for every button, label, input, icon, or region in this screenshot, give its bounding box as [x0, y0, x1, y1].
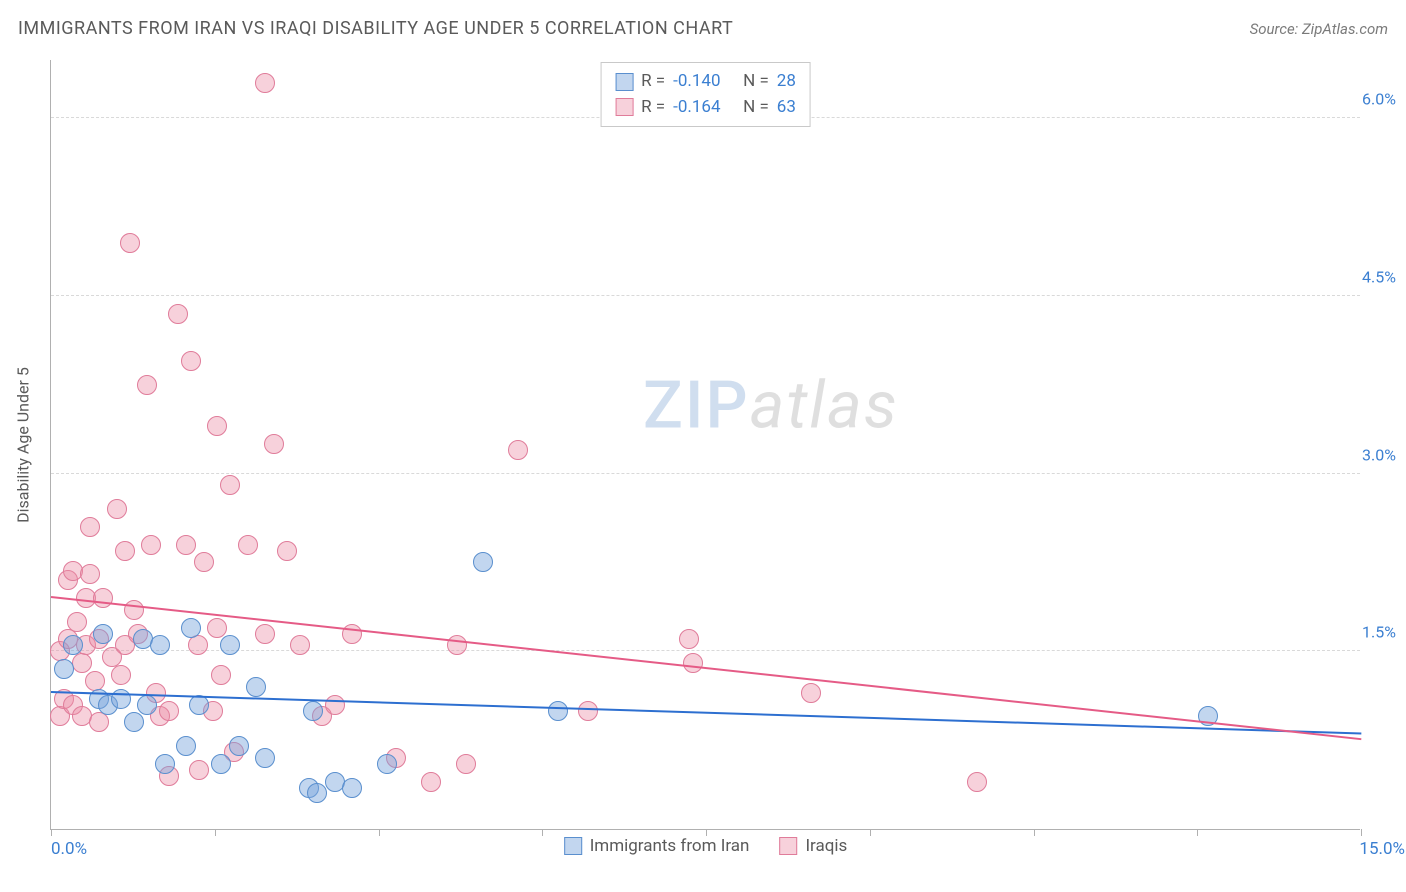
- data-point: [238, 535, 258, 555]
- data-point: [325, 695, 345, 715]
- data-point: [473, 552, 493, 572]
- data-point: [307, 783, 327, 803]
- data-point: [229, 736, 249, 756]
- trend-line: [51, 691, 1361, 734]
- legend-swatch: [615, 73, 633, 91]
- data-point: [342, 624, 362, 644]
- x-tick: [215, 829, 216, 836]
- data-point: [124, 600, 144, 620]
- data-point: [548, 701, 568, 721]
- data-point: [150, 635, 170, 655]
- series-legend: Immigrants from Iran Iraqis: [564, 834, 848, 860]
- legend-swatch: [779, 837, 797, 855]
- gridline: [51, 650, 1360, 651]
- x-tick: [51, 829, 52, 836]
- data-point: [137, 695, 157, 715]
- data-point: [342, 778, 362, 798]
- gridline: [51, 295, 1360, 296]
- data-point: [176, 736, 196, 756]
- data-point: [111, 689, 131, 709]
- x-axis-max-label: 15.0%: [1359, 839, 1405, 859]
- data-point: [211, 665, 231, 685]
- data-point: [89, 712, 109, 732]
- data-point: [220, 635, 240, 655]
- legend-row: R =-0.164N =63: [615, 95, 796, 121]
- scatter-plot: Disability Age Under 5 ZIPatlas R =-0.14…: [50, 60, 1360, 830]
- x-axis-min-label: 0.0%: [51, 839, 87, 859]
- data-point: [168, 304, 188, 324]
- y-tick-label: 1.5%: [1362, 623, 1406, 642]
- data-point: [246, 677, 266, 697]
- data-point: [211, 754, 231, 774]
- data-point: [54, 659, 74, 679]
- data-point: [679, 629, 699, 649]
- data-point: [115, 541, 135, 561]
- data-point: [508, 440, 528, 460]
- data-point: [456, 754, 476, 774]
- x-tick: [1197, 829, 1198, 836]
- data-point: [264, 434, 284, 454]
- data-point: [255, 624, 275, 644]
- data-point: [72, 653, 92, 673]
- legend-item: Iraqis: [779, 834, 847, 860]
- legend-swatch: [615, 98, 633, 116]
- data-point: [290, 635, 310, 655]
- data-point: [801, 683, 821, 703]
- data-point: [578, 701, 598, 721]
- source-credit: Source: ZipAtlas.com: [1250, 20, 1388, 38]
- data-point: [67, 612, 87, 632]
- x-tick: [706, 829, 707, 836]
- data-point: [181, 351, 201, 371]
- y-axis-label: Disability Age Under 5: [14, 367, 33, 523]
- watermark-logo: ZIPatlas: [643, 368, 899, 445]
- data-point: [189, 760, 209, 780]
- data-point: [207, 416, 227, 436]
- legend-swatch: [564, 837, 582, 855]
- x-tick: [1034, 829, 1035, 836]
- x-tick: [870, 829, 871, 836]
- data-point: [80, 517, 100, 537]
- data-point: [277, 541, 297, 561]
- data-point: [188, 635, 208, 655]
- data-point: [93, 624, 113, 644]
- y-tick-label: 3.0%: [1362, 445, 1406, 464]
- data-point: [107, 499, 127, 519]
- data-point: [255, 73, 275, 93]
- x-tick: [379, 829, 380, 836]
- gridline: [51, 473, 1360, 474]
- data-point: [80, 564, 100, 584]
- legend-row: R =-0.140N =28: [615, 69, 796, 95]
- y-tick-label: 6.0%: [1362, 90, 1406, 109]
- x-tick: [542, 829, 543, 836]
- chart-title: IMMIGRANTS FROM IRAN VS IRAQI DISABILITY…: [18, 18, 733, 39]
- x-tick: [1361, 829, 1362, 836]
- data-point: [93, 588, 113, 608]
- data-point: [207, 618, 227, 638]
- data-point: [176, 535, 196, 555]
- data-point: [137, 375, 157, 395]
- data-point: [181, 618, 201, 638]
- data-point: [683, 653, 703, 673]
- data-point: [255, 748, 275, 768]
- data-point: [155, 754, 175, 774]
- y-tick-label: 4.5%: [1362, 267, 1406, 286]
- data-point: [63, 635, 83, 655]
- data-point: [141, 535, 161, 555]
- data-point: [124, 712, 144, 732]
- data-point: [120, 233, 140, 253]
- correlation-legend: R =-0.140N =28R =-0.164N =63: [600, 62, 811, 127]
- data-point: [194, 552, 214, 572]
- data-point: [421, 772, 441, 792]
- trend-line: [51, 596, 1361, 740]
- data-point: [220, 475, 240, 495]
- legend-item: Immigrants from Iran: [564, 834, 750, 860]
- data-point: [303, 701, 323, 721]
- data-point: [967, 772, 987, 792]
- data-point: [159, 701, 179, 721]
- data-point: [85, 671, 105, 691]
- data-point: [377, 754, 397, 774]
- data-point: [111, 665, 131, 685]
